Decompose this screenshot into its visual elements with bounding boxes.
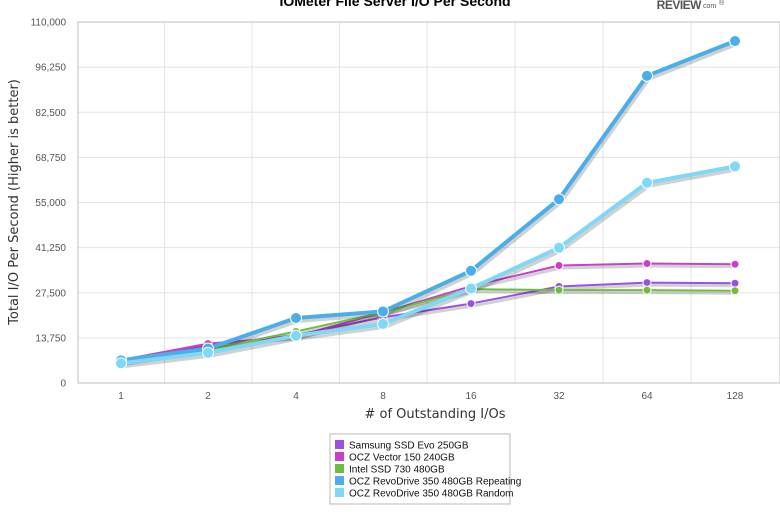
legend-swatch — [335, 452, 344, 461]
data-point — [641, 176, 653, 189]
y-axis-ticks: 0 13,750 27,500 41,250 55,000 68,750 82,500 96,… — [31, 18, 67, 390]
legend-swatch — [335, 440, 344, 449]
legend-box — [329, 433, 511, 505]
series-line-shadow — [122, 41, 738, 366]
data-point — [553, 193, 565, 206]
y-tick-label: 55,000 — [35, 198, 66, 209]
y-tick-label: 82,500 — [35, 108, 66, 119]
data-point — [729, 35, 741, 48]
data-point — [554, 261, 564, 271]
series-line — [120, 288, 736, 363]
data-point — [641, 69, 653, 82]
x-tick-label: 4 — [293, 391, 299, 402]
series-layer — [115, 35, 741, 370]
review-logo: REVIEW com ® — [657, 0, 725, 12]
data-point — [465, 282, 477, 295]
series-line — [120, 39, 736, 363]
data-point — [729, 160, 741, 173]
data-point — [377, 305, 389, 318]
x-tick-label: 2 — [205, 391, 211, 402]
chart-title: IOMeter File Server I/O Per Second — [279, 0, 510, 9]
grid — [77, 21, 780, 384]
data-point — [466, 299, 476, 309]
x-axis-label: # of Outstanding I/Os — [364, 407, 505, 422]
data-point — [290, 312, 302, 325]
y-tick-label: 110,000 — [31, 18, 67, 29]
data-point — [115, 357, 127, 370]
legend-entry: OCZ RevoDrive 350 480GB Random — [349, 489, 514, 500]
logo-text: REVIEW — [657, 0, 703, 12]
y-tick-label: 27,500 — [35, 288, 66, 299]
legend-swatch — [335, 476, 344, 485]
logo-registered: ® — [719, 0, 725, 7]
series-4 — [115, 35, 741, 367]
data-point — [290, 329, 302, 342]
logo-suffix: com — [703, 3, 716, 10]
data-point — [730, 286, 740, 296]
data-point — [642, 278, 652, 288]
legend-entry: OCZ Vector 150 240GB — [349, 453, 455, 464]
x-tick-label: 64 — [641, 391, 653, 402]
x-tick-label: 32 — [553, 391, 565, 402]
x-axis-ticks: 1 2 4 8 16 32 64 128 — [118, 391, 744, 402]
x-tick-label: 8 — [380, 391, 386, 402]
legend-entry: OCZ RevoDrive 350 480GB Repeating — [349, 477, 521, 488]
y-tick-label: 96,250 — [35, 63, 66, 74]
data-point — [202, 346, 214, 359]
data-point — [642, 259, 652, 269]
data-point — [730, 278, 740, 288]
y-axis-label: Total I/O Per Second (Higher is better) — [7, 79, 22, 326]
series-line — [120, 164, 736, 366]
y-tick-label: 68,750 — [35, 153, 66, 164]
y-tick-label: 41,250 — [35, 243, 66, 254]
x-tick-label: 1 — [118, 391, 124, 402]
data-point — [553, 241, 565, 254]
legend-entry: Intel SSD 730 480GB — [349, 465, 445, 476]
x-tick-label: 128 — [727, 391, 744, 402]
data-point — [465, 264, 477, 277]
series-line-shadow — [122, 166, 737, 369]
data-point — [730, 259, 740, 269]
plot-frame — [77, 21, 780, 384]
y-tick-label: 0 — [60, 379, 66, 390]
series-5 — [115, 160, 741, 370]
data-point — [642, 285, 652, 295]
y-tick-label: 13,750 — [35, 333, 66, 344]
legend-entry: Samsung SSD Evo 250GB — [349, 441, 469, 452]
data-point — [554, 285, 564, 295]
legend-swatch — [335, 488, 344, 497]
x-tick-label: 16 — [465, 391, 477, 402]
legend-swatch — [335, 464, 344, 473]
data-point — [377, 317, 389, 330]
